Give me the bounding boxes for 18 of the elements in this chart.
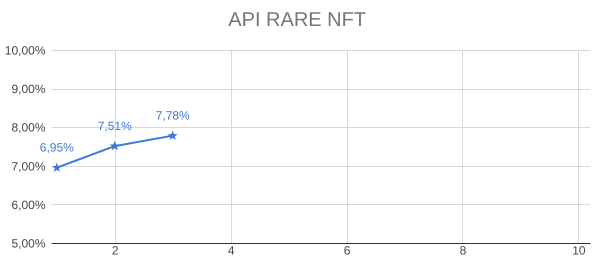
x-tick-label: 6 [344,244,351,258]
y-tick-label: 10,00% [4,44,46,58]
x-tick-label: 10 [572,244,586,258]
data-label: 6,95% [40,140,74,155]
data-label: 7,78% [156,108,190,123]
y-tick-label: 7,00% [11,159,46,174]
data-label: 7,51% [98,119,132,134]
y-tick-label: 5,00% [11,236,46,250]
y-tick-label: 9,00% [11,82,46,96]
chart-title: API RARE NFT [228,9,366,31]
x-tick-label: 8 [460,244,467,258]
y-tick-label: 6,00% [11,198,46,212]
point [168,130,178,140]
point [110,140,120,150]
y-tick-label: 8,00% [11,120,46,135]
point [52,162,62,172]
x-tick-label: 4 [228,244,235,258]
x-tick-label: 2 [112,244,119,258]
